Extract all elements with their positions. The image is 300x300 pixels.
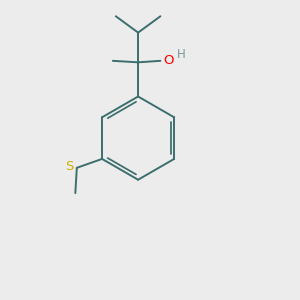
- Text: H: H: [177, 48, 185, 61]
- Text: O: O: [163, 54, 173, 67]
- Text: S: S: [65, 160, 74, 172]
